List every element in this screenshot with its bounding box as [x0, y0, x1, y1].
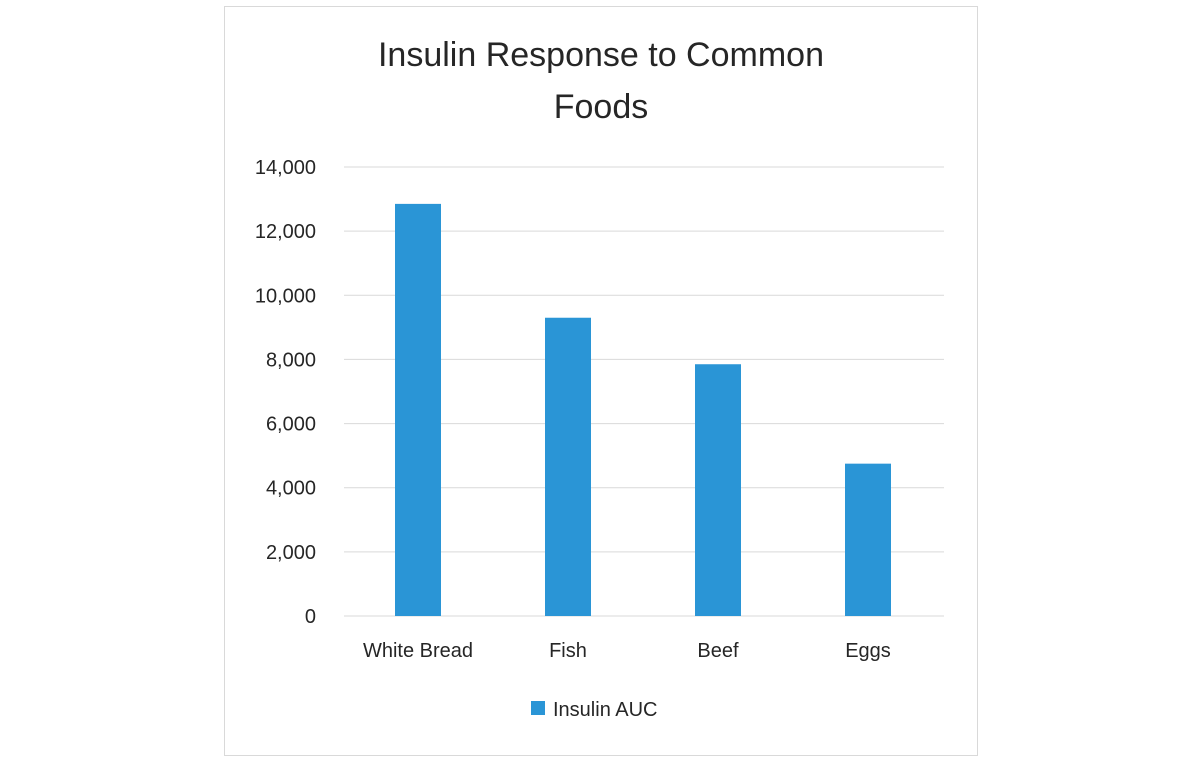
bar-fish — [545, 317, 591, 616]
y-tick-label: 14,000 — [255, 157, 316, 179]
y-tick-label: 2,000 — [266, 542, 316, 564]
y-tick-label: 4,000 — [266, 478, 316, 500]
y-tick-label: 10,000 — [255, 285, 316, 307]
x-tick-label: Fish — [549, 640, 587, 662]
y-tick-label: 8,000 — [266, 349, 316, 371]
x-axis-tick-labels: White Bread Fish Beef Eggs — [363, 640, 891, 662]
y-tick-label: 6,000 — [266, 414, 316, 436]
gridlines — [344, 166, 944, 617]
legend-swatch — [531, 701, 545, 715]
x-tick-label: White Bread — [363, 640, 473, 662]
chart-title-line-2: Foods — [554, 88, 649, 126]
legend-label: Insulin AUC — [553, 699, 658, 721]
legend: Insulin AUC — [531, 699, 658, 721]
bar-beef — [695, 364, 741, 616]
chart-frame — [224, 6, 978, 756]
y-axis-tick-labels: 0 2,000 4,000 6,000 8,000 10,000 12,000 14,000 — [255, 157, 316, 628]
bars — [395, 203, 891, 616]
y-tick-label: 0 — [305, 606, 316, 628]
x-tick-label: Eggs — [845, 640, 891, 662]
x-tick-label: Beef — [697, 640, 739, 662]
bar-white-bread — [395, 203, 441, 616]
bar-eggs — [845, 463, 891, 616]
chart-title-line-1: Insulin Response to Common — [378, 36, 824, 74]
y-tick-label: 12,000 — [255, 221, 316, 243]
